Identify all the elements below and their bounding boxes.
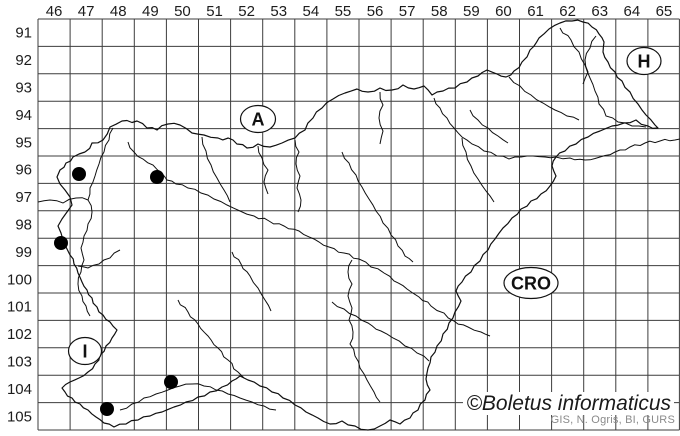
row-label: 91	[15, 25, 32, 42]
occurrence-dot	[72, 167, 86, 181]
river-line	[77, 249, 121, 269]
row-label: 103	[7, 354, 32, 371]
col-label: 52	[238, 3, 255, 20]
col-label: 62	[559, 3, 576, 20]
river-line	[433, 97, 557, 160]
col-label: 54	[303, 3, 320, 20]
country-border	[56, 19, 659, 431]
col-label: 63	[591, 3, 608, 20]
col-label: 47	[78, 3, 95, 20]
river-line	[461, 137, 495, 203]
col-label: 56	[367, 3, 384, 20]
col-label: 60	[495, 3, 512, 20]
occurrence-dot	[100, 402, 114, 416]
river-line	[177, 299, 245, 379]
country-label-text: CRO	[511, 274, 551, 294]
col-label: 49	[142, 3, 159, 20]
col-label: 61	[527, 3, 544, 20]
row-label: 105	[7, 408, 32, 425]
col-label: 46	[46, 3, 63, 20]
country-label-text: H	[638, 52, 651, 72]
river-line	[378, 91, 384, 145]
river-line	[331, 301, 430, 362]
river-line	[77, 127, 114, 317]
country-label-ellipse	[503, 266, 559, 300]
col-label: 48	[110, 3, 127, 20]
col-label: 50	[174, 3, 191, 20]
river-line	[469, 109, 509, 144]
river-line	[559, 27, 647, 128]
col-label: 65	[656, 3, 673, 20]
occurrence-dot	[164, 375, 178, 389]
row-label: 95	[15, 134, 32, 151]
row-label: 98	[15, 217, 32, 234]
col-label: 51	[206, 3, 223, 20]
river-line	[231, 251, 272, 312]
row-label: 92	[15, 52, 32, 69]
river-line	[582, 35, 597, 85]
copyright-text: ©Boletus informaticus	[463, 392, 674, 416]
col-label: 58	[431, 3, 448, 20]
river-line	[555, 138, 680, 161]
row-label: 101	[7, 299, 32, 316]
col-label: 55	[335, 3, 352, 20]
country-label-text: I	[82, 342, 87, 362]
river-line	[37, 197, 89, 204]
row-label: 100	[7, 271, 32, 288]
row-label: 102	[7, 326, 32, 343]
river-line	[201, 136, 231, 203]
occurrence-dot	[54, 236, 68, 250]
row-label: 93	[15, 80, 32, 97]
col-label: 57	[399, 3, 416, 20]
country-label-text: A	[252, 110, 265, 130]
row-label: 96	[15, 162, 32, 179]
col-label: 59	[463, 3, 480, 20]
country-label-ellipse	[239, 104, 277, 134]
river-line	[294, 139, 302, 213]
col-label: 64	[624, 3, 641, 20]
col-label: 53	[270, 3, 287, 20]
river-line	[341, 151, 414, 263]
river-line	[119, 383, 277, 411]
river-line	[508, 76, 580, 121]
row-label: 97	[15, 189, 32, 206]
occurrence-dot	[150, 170, 164, 184]
row-label: 99	[15, 244, 32, 261]
attribution-text: GIS, N. Ogris, BI, GURS	[550, 414, 675, 426]
country-label-ellipse	[626, 46, 662, 76]
river-line	[257, 145, 269, 195]
river-line	[127, 141, 491, 337]
river-line	[347, 259, 381, 403]
country-label-ellipse	[67, 336, 103, 366]
row-label: 104	[7, 381, 32, 398]
row-label: 94	[15, 107, 32, 124]
